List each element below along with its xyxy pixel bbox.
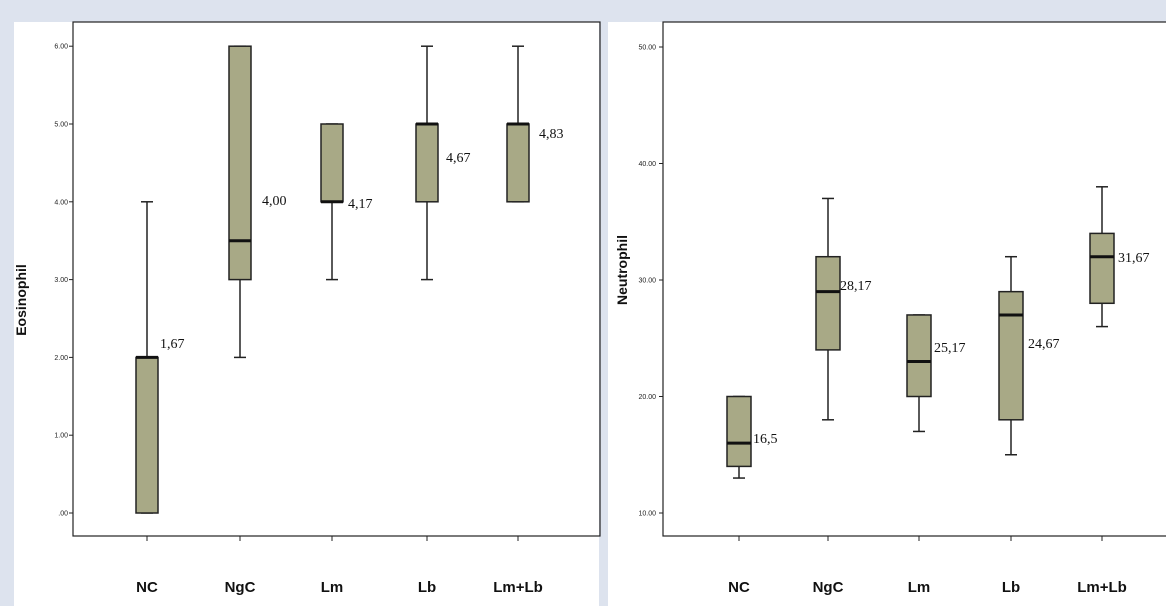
box (1089, 232, 1115, 305)
value-label: 31,67 (1118, 251, 1150, 266)
y-tick-label: 1.00 (54, 433, 68, 440)
box (320, 123, 344, 203)
value-label: 16,5 (753, 432, 778, 447)
y-axis-label: Neutrophil (614, 235, 630, 305)
value-label: 1,67 (160, 337, 185, 352)
category-label: NC (728, 579, 750, 596)
chart-panel (608, 22, 1166, 606)
y-tick-label: 2.00 (54, 355, 68, 362)
category-label: NC (136, 579, 158, 596)
category-label: Lb (1002, 579, 1020, 596)
y-tick-label: 40.00 (638, 161, 656, 168)
category-label: Lm+Lb (1077, 579, 1127, 596)
y-tick-label: 10.00 (638, 511, 656, 518)
y-tick-label: 50.00 (638, 45, 656, 52)
box (906, 314, 932, 398)
value-label: 4,83 (539, 127, 564, 142)
y-tick-label: 4.00 (54, 199, 68, 206)
box (506, 123, 530, 203)
value-label: 28,17 (840, 279, 872, 294)
box (726, 395, 752, 468)
value-label: 4,00 (262, 194, 287, 209)
y-tick-label: 20.00 (638, 394, 656, 401)
box (415, 123, 439, 203)
eosinophil-chart: Eosinophil .00 1.00 2.00 3.00 4.00 5.00 6.00 1,… (13, 21, 601, 606)
box (135, 356, 159, 514)
box (998, 290, 1024, 421)
category-label: Lm (321, 579, 344, 596)
category-label: Lm+Lb (493, 579, 543, 596)
y-tick-label: 30.00 (638, 278, 656, 285)
category-label: NgC (225, 579, 256, 596)
plot-frame (72, 21, 601, 537)
y-axis-label: Eosinophil (13, 264, 29, 336)
value-label: 4,67 (446, 151, 471, 166)
category-label: NgC (813, 579, 844, 596)
y-tick-label: .00 (58, 511, 68, 518)
chart-panel (14, 22, 599, 606)
y-tick-label: 6.00 (54, 44, 68, 51)
box (815, 255, 841, 351)
plot-frame (662, 21, 1166, 537)
box (228, 45, 252, 281)
value-label: 4,17 (348, 197, 373, 212)
category-label: Lb (418, 579, 436, 596)
y-tick-label: 5.00 (54, 122, 68, 129)
y-tick-label: 3.00 (54, 277, 68, 284)
value-label: 25,17 (934, 341, 966, 356)
neutrophil-chart: Neutrophil 10.00 20.00 30.00 40.00 50.00 16,5… (608, 21, 1166, 606)
value-label: 24,67 (1028, 337, 1060, 352)
category-label: Lm (908, 579, 931, 596)
